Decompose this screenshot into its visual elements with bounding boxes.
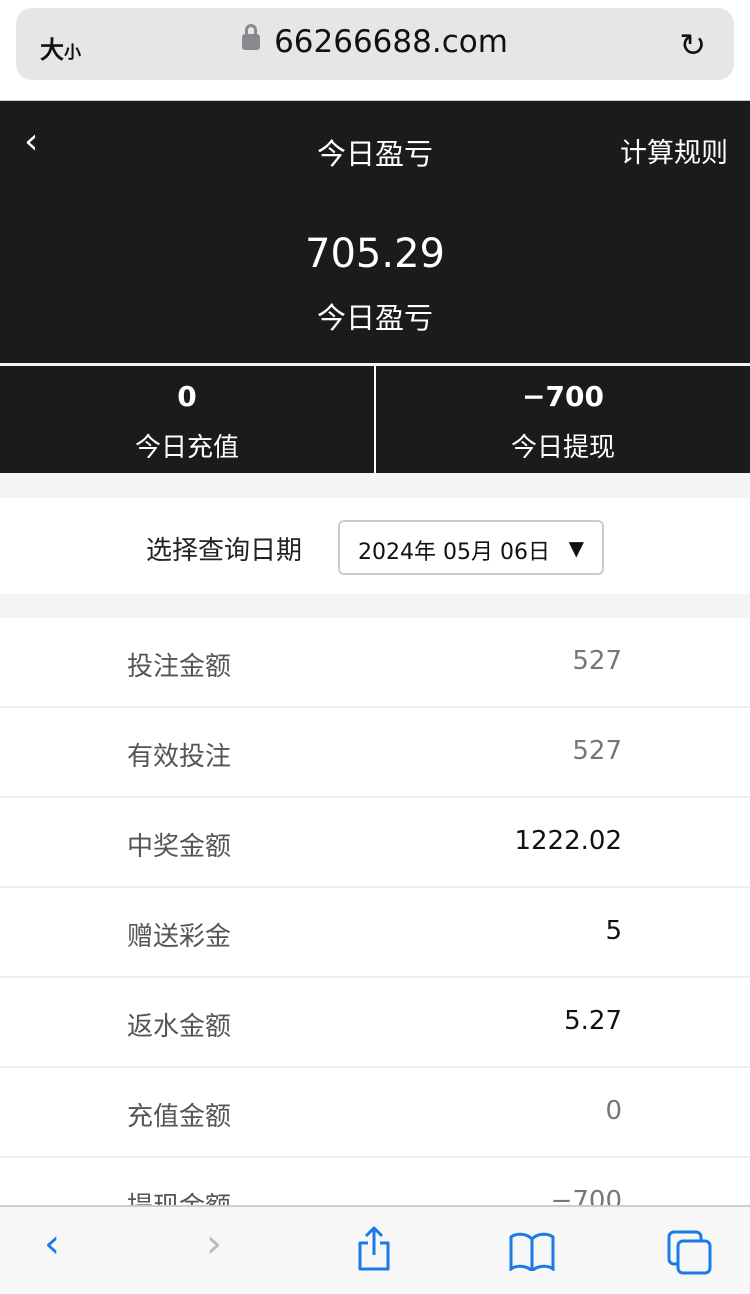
list-item: 投注金额 527 — [0, 618, 750, 708]
item-value: 5 — [605, 916, 622, 946]
item-label: 中奖金额 — [127, 832, 232, 862]
back-nav-icon[interactable]: ‹ — [44, 1221, 60, 1267]
address-bar[interactable]: 大小 66266688.com ↻ — [16, 8, 734, 80]
date-row: 选择查询日期 2024年 05月 06日 ▼ — [0, 498, 750, 594]
browser-top-bar: 大小 66266688.com ↻ — [0, 0, 750, 101]
stat-label: 今日提现 — [510, 433, 615, 463]
list-item: 赠送彩金 5 — [0, 888, 750, 978]
reload-icon[interactable]: ↻ — [679, 26, 706, 64]
rules-link[interactable]: 计算规则 — [620, 138, 728, 169]
profit-label: 今日盈亏 — [316, 301, 433, 335]
item-label: 投注金额 — [127, 652, 232, 682]
stats-bar: 0 今日充值 −700 今日提现 — [0, 366, 750, 473]
dropdown-arrow-icon: ▼ — [568, 536, 584, 560]
page-title: 今日盈亏 — [316, 137, 433, 171]
item-label: 有效投注 — [127, 742, 232, 772]
share-icon[interactable] — [356, 1225, 392, 1283]
profit-amount: 705.29 — [305, 231, 445, 277]
stat-withdraw: −700 今日提现 — [374, 366, 750, 473]
date-select[interactable]: 2024年 05月 06日 ▼ — [338, 520, 604, 575]
tabs-icon[interactable] — [666, 1229, 714, 1285]
item-value: 527 — [572, 646, 622, 676]
list-item: 充值金额 0 — [0, 1068, 750, 1158]
item-value: 1222.02 — [514, 826, 622, 856]
list-item: 中奖金额 1222.02 — [0, 798, 750, 888]
list-item: 返水金额 5.27 — [0, 978, 750, 1068]
lock-icon — [242, 24, 261, 50]
url-text: 66266688.com — [274, 24, 508, 60]
detail-list: 投注金额 527 有效投注 527 中奖金额 1222.02 赠送彩金 5 返水金额 5.27 充值… — [0, 618, 750, 1248]
stat-label: 今日充值 — [134, 433, 239, 463]
browser-toolbar: ‹ › — [0, 1205, 750, 1294]
item-label: 返水金额 — [127, 1012, 232, 1042]
date-label: 选择查询日期 — [146, 536, 303, 566]
text-size-label: 大 — [40, 36, 64, 64]
item-label: 充值金额 — [127, 1102, 232, 1132]
back-icon[interactable]: ‹ — [24, 121, 39, 162]
list-item: 有效投注 527 — [0, 708, 750, 798]
text-size-small-label: 小 — [64, 43, 81, 63]
item-value: 0 — [605, 1096, 622, 1126]
item-value: 5.27 — [564, 1006, 622, 1036]
forward-nav-icon[interactable]: › — [206, 1221, 222, 1267]
stat-value: −700 — [522, 380, 604, 413]
date-value: 2024年 05月 06日 — [358, 540, 550, 565]
item-label: 赠送彩金 — [127, 922, 232, 952]
bookmarks-icon[interactable] — [508, 1231, 556, 1281]
stat-value: 0 — [177, 380, 197, 413]
text-size-button[interactable]: 大小 — [40, 30, 81, 65]
stat-recharge: 0 今日充值 — [0, 366, 374, 473]
page-header: ‹ 今日盈亏 计算规则 705.29 今日盈亏 — [0, 101, 750, 363]
item-value: 527 — [572, 736, 622, 766]
